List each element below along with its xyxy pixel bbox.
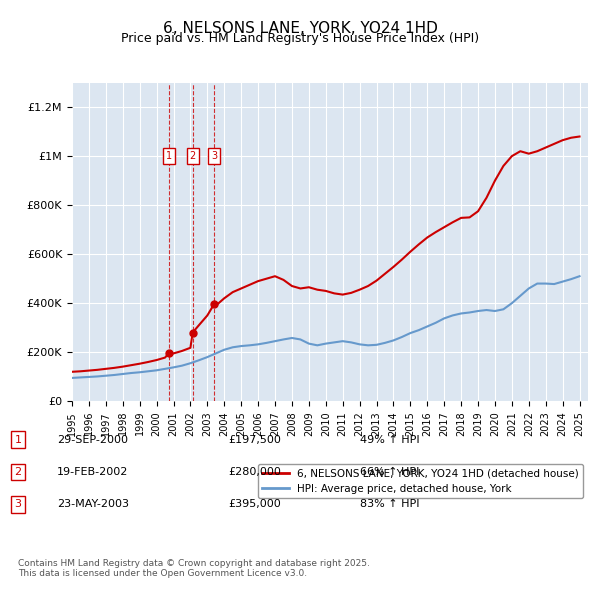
Text: 23-MAY-2003: 23-MAY-2003	[57, 500, 129, 509]
Text: £280,000: £280,000	[228, 467, 281, 477]
Text: 6, NELSONS LANE, YORK, YO24 1HD: 6, NELSONS LANE, YORK, YO24 1HD	[163, 21, 437, 35]
Text: 29-SEP-2000: 29-SEP-2000	[57, 435, 128, 444]
Legend: 6, NELSONS LANE, YORK, YO24 1HD (detached house), HPI: Average price, detached h: 6, NELSONS LANE, YORK, YO24 1HD (detache…	[259, 464, 583, 498]
Text: 1: 1	[14, 435, 22, 444]
Text: 49% ↑ HPI: 49% ↑ HPI	[360, 435, 419, 444]
Text: 3: 3	[14, 500, 22, 509]
Text: 2: 2	[14, 467, 22, 477]
Text: Price paid vs. HM Land Registry's House Price Index (HPI): Price paid vs. HM Land Registry's House …	[121, 32, 479, 45]
Text: £197,500: £197,500	[228, 435, 281, 444]
Text: 83% ↑ HPI: 83% ↑ HPI	[360, 500, 419, 509]
Text: £395,000: £395,000	[228, 500, 281, 509]
Text: 66% ↑ HPI: 66% ↑ HPI	[360, 467, 419, 477]
Text: Contains HM Land Registry data © Crown copyright and database right 2025.
This d: Contains HM Land Registry data © Crown c…	[18, 559, 370, 578]
Text: 2: 2	[190, 151, 196, 161]
Text: 3: 3	[211, 151, 217, 161]
Text: 1: 1	[166, 151, 172, 161]
Text: 19-FEB-2002: 19-FEB-2002	[57, 467, 128, 477]
